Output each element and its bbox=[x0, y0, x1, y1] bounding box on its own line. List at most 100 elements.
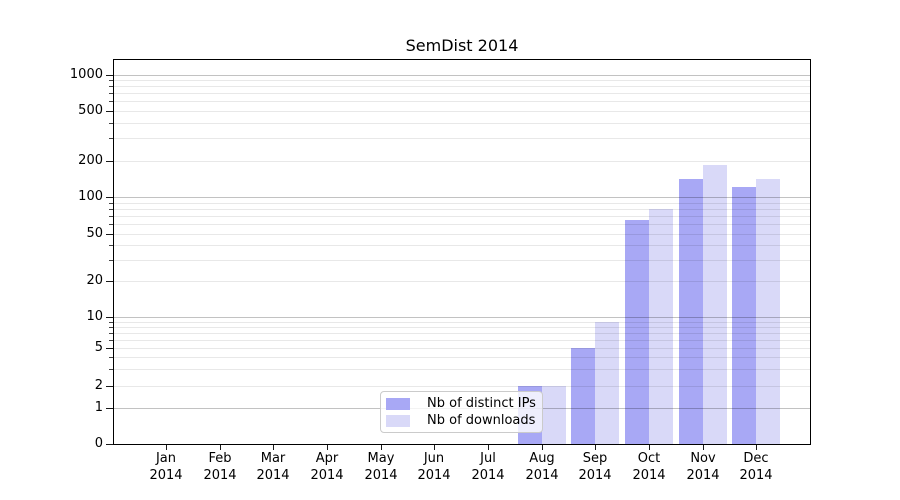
x-tick-label-year: 2014 bbox=[471, 468, 505, 483]
bar-downloads-aug bbox=[542, 386, 566, 444]
y-tick-label: 200 bbox=[78, 153, 103, 168]
x-tick-label-month: Jun bbox=[423, 451, 445, 466]
y-minor-tick bbox=[109, 123, 113, 124]
y-tick-label: 100 bbox=[78, 189, 103, 204]
y-tick-label: 500 bbox=[78, 103, 103, 118]
x-tick-label-month: Jul bbox=[480, 451, 496, 466]
y-minor-tick bbox=[109, 245, 113, 246]
x-tick-label-month: Feb bbox=[208, 451, 232, 466]
x-tick-label: Aug 2014 bbox=[502, 450, 582, 484]
x-tick bbox=[649, 445, 650, 450]
gridline bbox=[114, 203, 810, 204]
y-minor-tick bbox=[109, 340, 113, 341]
y-tick bbox=[106, 197, 113, 198]
x-tick-label: Jan 2014 bbox=[126, 450, 206, 484]
gridline bbox=[114, 340, 810, 341]
y-tick-label: 50 bbox=[86, 226, 103, 241]
x-tick-label: Dec 2014 bbox=[716, 450, 796, 484]
legend-label-distinct-ips: Nb of distinct IPs bbox=[427, 396, 536, 411]
y-tick-label: 1000 bbox=[69, 67, 103, 82]
y-minor-tick bbox=[109, 333, 113, 334]
gridline bbox=[114, 224, 810, 225]
gridline bbox=[114, 234, 810, 235]
x-tick bbox=[327, 445, 328, 450]
x-tick-label: Oct 2014 bbox=[609, 450, 689, 484]
x-tick-label-year: 2014 bbox=[203, 468, 237, 483]
x-tick-label: Nov 2014 bbox=[663, 450, 743, 484]
gridline bbox=[114, 197, 810, 198]
y-tick bbox=[106, 444, 113, 445]
x-tick-label: May 2014 bbox=[341, 450, 421, 484]
y-minor-tick bbox=[109, 86, 113, 87]
x-tick bbox=[488, 445, 489, 450]
x-tick-label-month: Apr bbox=[315, 451, 339, 466]
y-minor-tick bbox=[109, 224, 113, 225]
x-tick bbox=[542, 445, 543, 450]
gridline bbox=[114, 101, 810, 102]
x-tick-label: Sep 2014 bbox=[555, 450, 635, 484]
gridline bbox=[114, 161, 810, 162]
y-tick bbox=[106, 161, 113, 162]
y-minor-tick bbox=[109, 260, 113, 261]
y-tick-label: 2 bbox=[94, 378, 103, 393]
y-tick-label: 20 bbox=[86, 273, 103, 288]
y-minor-tick bbox=[109, 93, 113, 94]
bar-ips-dec bbox=[732, 187, 756, 444]
legend-swatch-downloads bbox=[386, 414, 410, 427]
x-tick-label-year: 2014 bbox=[686, 468, 720, 483]
gridline bbox=[114, 348, 810, 349]
bar-downloads-sep bbox=[595, 322, 619, 444]
gridline bbox=[114, 245, 810, 246]
x-tick-label-month: Oct bbox=[637, 451, 661, 466]
y-tick-label: 0 bbox=[94, 436, 103, 451]
x-tick bbox=[703, 445, 704, 450]
x-tick-label-year: 2014 bbox=[364, 468, 398, 483]
legend-swatch-distinct-ips bbox=[386, 397, 410, 410]
x-tick-label: Feb 2014 bbox=[180, 450, 260, 484]
legend: Nb of distinct IPs Nb of downloads bbox=[380, 391, 543, 433]
y-minor-tick bbox=[109, 369, 113, 370]
gridline bbox=[114, 333, 810, 334]
y-minor-tick bbox=[109, 322, 113, 323]
x-tick-label-month: May bbox=[367, 451, 395, 466]
y-tick bbox=[106, 317, 113, 318]
x-tick bbox=[166, 445, 167, 450]
y-minor-tick bbox=[109, 327, 113, 328]
y-tick-label: 10 bbox=[86, 309, 103, 324]
plot-area bbox=[113, 59, 811, 445]
bar-ips-nov bbox=[679, 179, 703, 444]
gridline bbox=[114, 317, 810, 318]
x-tick-label: Jul 2014 bbox=[448, 450, 528, 484]
y-tick bbox=[106, 234, 113, 235]
x-tick-label-year: 2014 bbox=[310, 468, 344, 483]
gridline bbox=[114, 86, 810, 87]
chart-title: SemDist 2014 bbox=[405, 36, 519, 55]
bar-ips-sep bbox=[571, 348, 595, 444]
gridline bbox=[114, 209, 810, 210]
x-tick-label: Mar 2014 bbox=[233, 450, 313, 484]
y-minor-tick bbox=[109, 203, 113, 204]
x-tick-label: Apr 2014 bbox=[287, 450, 367, 484]
gridline bbox=[114, 216, 810, 217]
y-minor-tick bbox=[109, 80, 113, 81]
x-tick-label-month: Jan bbox=[155, 451, 177, 466]
gridline bbox=[114, 93, 810, 94]
x-tick bbox=[273, 445, 274, 450]
y-minor-tick bbox=[109, 101, 113, 102]
legend-item-downloads: Nb of downloads bbox=[386, 413, 536, 428]
gridline bbox=[114, 123, 810, 124]
gridline bbox=[114, 322, 810, 323]
gridline bbox=[114, 369, 810, 370]
y-minor-tick bbox=[109, 209, 113, 210]
x-tick-label-month: Dec bbox=[743, 451, 769, 466]
bar-downloads-nov bbox=[703, 165, 727, 444]
x-tick-label-year: 2014 bbox=[417, 468, 451, 483]
x-tick bbox=[756, 445, 757, 450]
x-tick-label-year: 2014 bbox=[149, 468, 183, 483]
bar-ips-oct bbox=[625, 220, 649, 444]
y-tick bbox=[106, 386, 113, 387]
gridline bbox=[114, 138, 810, 139]
gridline bbox=[114, 80, 810, 81]
y-minor-tick bbox=[109, 357, 113, 358]
